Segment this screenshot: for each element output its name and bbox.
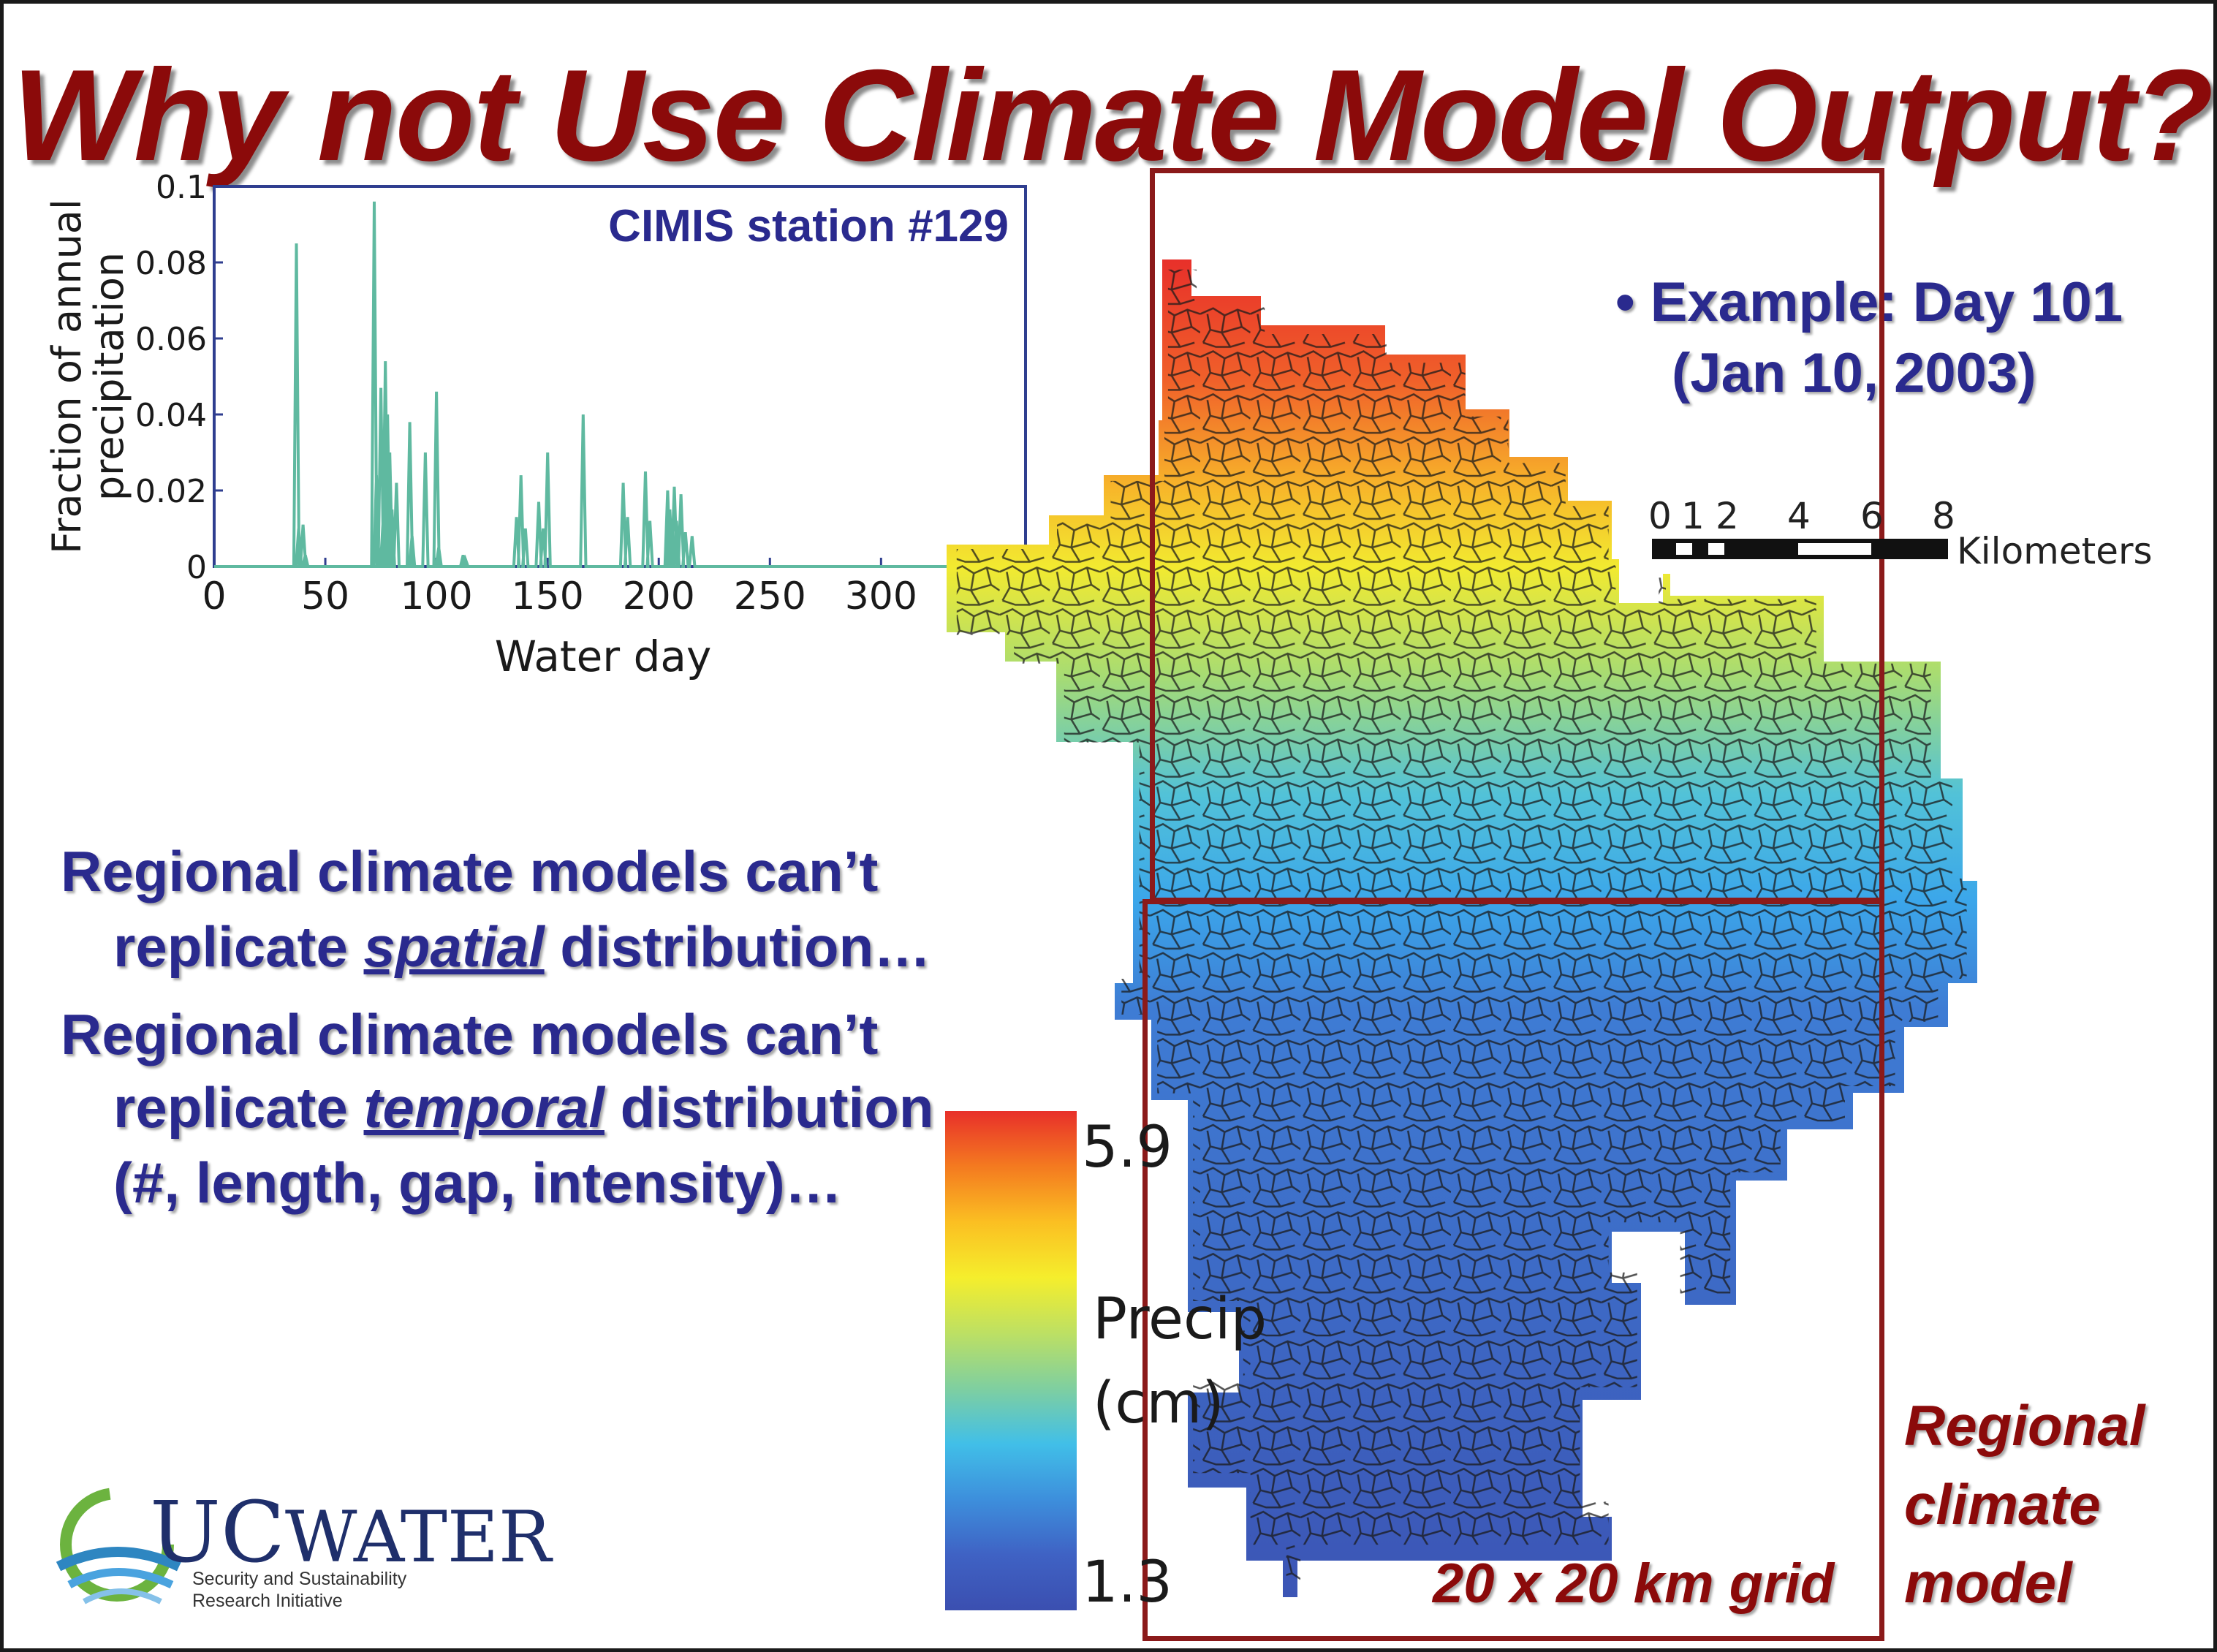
scale-tick-0: 0 [1648,495,1672,537]
model-label-line1: Regional [1904,1393,2145,1458]
colorbar-max-label: 5.9 [1082,1115,1173,1181]
bullet-1-emphasis: spatial [363,914,545,979]
y-tick-label: 0.04 [135,397,207,434]
y-tick-label: 0.1 [156,169,207,206]
logo-uc: UC [150,1484,285,1582]
precip-series-line [214,201,1026,568]
y-tick-label: 0.08 [135,245,207,282]
scale-bar: 0 1 2 4 6 8 [1648,495,1955,562]
logo-tagline-1: Security and Sustainability [192,1569,407,1589]
chart-ylabel-line1: Fraction of annual [44,199,90,554]
bullet-2-line1: Regional climate models can’t [61,1002,879,1066]
scale-unit-label: Kilometers [1957,530,2153,572]
x-tick-label: 300 [845,575,917,618]
bullet-2-line3: (#, length, gap, intensity)… [113,1151,842,1215]
grid-size-label: 20 x 20 km grid [1433,1553,1835,1615]
scale-tick-2: 2 [1716,495,1739,537]
x-tick-label: 150 [512,575,584,618]
catchment-boundaries [956,269,1967,1581]
scale-tick-1: 1 [1681,495,1705,537]
scale-tick-8: 8 [1932,495,1955,537]
grid-cell-south [1142,899,1884,1641]
chart-ylabel-line2: precipitation [86,252,132,501]
scale-tick-4: 4 [1787,495,1811,537]
colorbar-title: Precip [1093,1287,1267,1352]
logo-name: UCWATER [150,1484,551,1582]
bullet-1-pre: replicate [113,914,364,979]
model-label-line2: climate [1904,1472,2101,1537]
y-tick-label: 0 [186,549,207,586]
bullet-2-emphasis: temporal [363,1075,605,1140]
bullet-2-pre: replicate [113,1075,364,1140]
chart-xlabel: Water day [495,632,712,681]
bullet-1-post: distribution… [544,914,931,979]
ucwater-logo-icon [56,1488,181,1604]
logo-tagline-2: Research Initiative [192,1591,343,1611]
y-tick-label: 0.02 [135,473,207,510]
precip-colorbar [945,1111,1077,1610]
model-label-line3: model [1904,1550,2072,1615]
logo-water: WATER [284,1496,552,1578]
precip-chart: 05010015020025030035000.020.040.060.080.… [44,169,1028,681]
colorbar-min-label: 1.3 [1082,1550,1173,1615]
colorbar-unit: (cm) [1093,1371,1224,1436]
bullet-2-line2: replicate temporal distribution [113,1075,934,1141]
scale-bar-graphic [1652,539,1948,559]
x-tick-label: 50 [301,575,349,618]
slide-title: Why not Use Climate Model Output? [12,42,2213,188]
bullet-1-line2: replicate spatial distribution… [113,914,931,980]
example-date-label: (Jan 10, 2003) [1672,342,2036,404]
x-tick-label: 250 [734,575,806,618]
bullet-2-post: distribution [604,1075,934,1140]
chart-title: CIMIS station #129 [608,201,1009,251]
chart-frame [213,185,1027,568]
example-day-label: • Example: Day 101 [1615,271,2123,333]
scale-tick-6: 6 [1860,495,1884,537]
y-tick-label: 0.06 [135,321,207,358]
bullet-1-line1: Regional climate models can’t [61,839,879,903]
x-tick-label: 0 [202,575,226,618]
x-tick-label: 200 [623,575,695,618]
precip-map [947,259,1977,1597]
x-tick-label: 100 [400,575,472,618]
